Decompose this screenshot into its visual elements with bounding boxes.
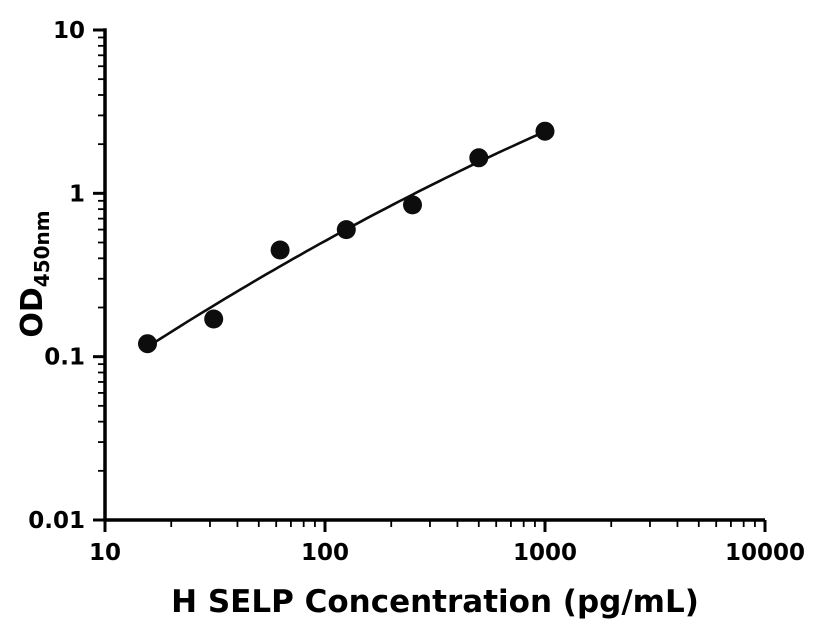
data-point-marker [336, 220, 356, 240]
x-tick-labels: 10 100 1000 10000 [89, 540, 805, 566]
tick-marks [93, 28, 767, 532]
x-axis-title: H SELP Concentration (pg/mL) [55, 584, 815, 620]
y-axis-title-main: OD [15, 287, 50, 338]
data-point-marker [469, 148, 489, 168]
svg-text:100: 100 [301, 540, 349, 566]
svg-text:10: 10 [53, 18, 85, 44]
data-point-marker [403, 195, 422, 215]
y-axis-title: OD450nm [11, 169, 55, 379]
svg-text:10000: 10000 [725, 540, 805, 566]
svg-text:10: 10 [89, 540, 121, 566]
svg-text:0.1: 0.1 [44, 345, 85, 371]
y-axis-title-subscript: 450nm [30, 210, 54, 288]
svg-text:1: 1 [69, 181, 85, 207]
axes [103, 28, 765, 522]
svg-text:1000: 1000 [513, 540, 577, 566]
svg-text:0.01: 0.01 [28, 508, 85, 534]
data-point-marker [138, 334, 157, 354]
data-point-marker [270, 240, 290, 260]
data-points [138, 121, 555, 354]
data-point-marker [535, 121, 555, 141]
x-axis-title-text: H SELP Concentration (pg/mL) [171, 584, 699, 620]
y-tick-labels: 0.01 0.1 1 10 [28, 18, 85, 534]
data-point-marker [204, 309, 224, 329]
